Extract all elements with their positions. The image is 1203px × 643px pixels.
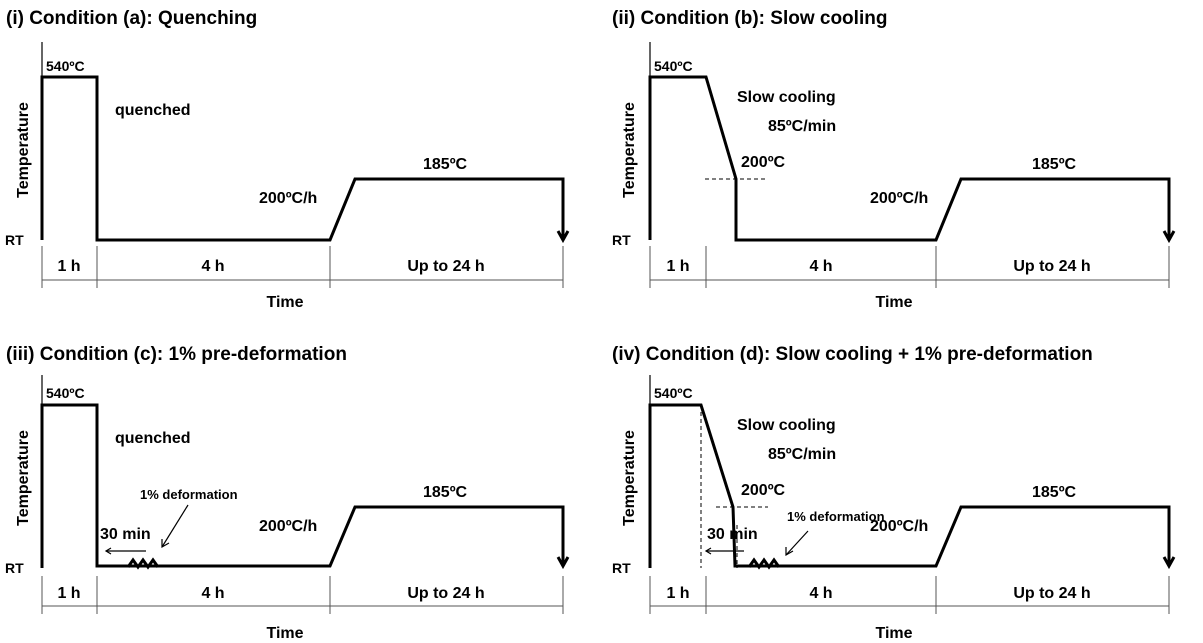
rt-label: RT [612, 560, 631, 576]
time-segment-scale: 1 h 4 h Up to 24 h [649, 246, 1170, 288]
end-arrow-icon [556, 556, 570, 570]
deformation-label: 1% deformation [787, 509, 885, 524]
segment-3-label: Up to 24 h [1013, 585, 1090, 602]
segment-2-label: 4 h [809, 258, 832, 275]
segment-1-label: 1 h [666, 258, 689, 275]
temperature-profile [648, 403, 1171, 568]
segment-2-label: 4 h [201, 585, 224, 602]
aging-temp-label: 185ºC [1032, 484, 1077, 501]
intermediate-temp-label: 200ºC [741, 154, 786, 171]
panel-title: (iv) Condition (d): Slow cooling + 1% pr… [612, 344, 1093, 365]
cooling-rate-label: 85ºC/min [768, 446, 836, 463]
end-arrow-icon [556, 230, 570, 244]
peak-temp-label: 540ºC [46, 58, 85, 74]
temperature-profile [648, 75, 1171, 242]
panel-title: (ii) Condition (b): Slow cooling [612, 8, 887, 29]
aging-temp-label: 185ºC [423, 156, 468, 173]
panel-c-pre-deformation: (iii) Condition (c): 1% pre-deformation … [5, 344, 570, 642]
segment-1-label: 1 h [57, 258, 80, 275]
cooling-label: quenched [115, 430, 191, 447]
y-axis-label: Temperature [15, 430, 32, 526]
y-axis-label: Temperature [621, 430, 638, 526]
cooling-label: Slow cooling [737, 89, 836, 106]
segment-2-label: 4 h [809, 585, 832, 602]
deformation-pointer [161, 504, 189, 548]
deformation-pointer-arrow-icon [161, 539, 170, 549]
segment-2-label: 4 h [201, 258, 224, 275]
temperature-profile [40, 75, 565, 242]
peak-temp-label: 540ºC [46, 385, 85, 401]
ramp-rate-label: 200ºC/h [259, 190, 317, 207]
rt-label: RT [612, 232, 631, 248]
deformation-zigzag-icon [747, 557, 781, 570]
y-axis-label: Temperature [15, 102, 32, 198]
rt-label: RT [5, 232, 24, 248]
peak-temp-label: 540ºC [654, 385, 693, 401]
intermediate-temp-label: 200ºC [741, 482, 786, 499]
panel-d-slow-cooling-pre-deformation: (iv) Condition (d): Slow cooling + 1% pr… [612, 344, 1176, 642]
x-axis-label: Time [266, 625, 303, 642]
hold-time-label: 30 min [100, 526, 151, 543]
time-segment-scale: 1 h 4 h Up to 24 h [649, 576, 1170, 614]
aging-temp-label: 185ºC [1032, 156, 1077, 173]
y-axis-label: Temperature [621, 102, 638, 198]
peak-temp-label: 540ºC [654, 58, 693, 74]
end-arrow-icon [1162, 556, 1176, 570]
hold-arrow-icon [704, 547, 712, 555]
deformation-pointer-arrow-icon [785, 547, 794, 557]
deformation-pointer [785, 530, 809, 556]
deformation-zigzag-icon [126, 557, 160, 570]
panel-a-quenching: (i) Condition (a): Quenching Temperature… [5, 8, 570, 311]
hold-arrow-icon [104, 547, 112, 555]
segment-1-label: 1 h [666, 585, 689, 602]
cooling-label: Slow cooling [737, 417, 836, 434]
segment-3-label: Up to 24 h [407, 585, 484, 602]
cooling-label: quenched [115, 102, 191, 119]
time-segment-scale: 1 h 4 h Up to 24 h [41, 246, 564, 288]
ramp-rate-label: 200ºC/h [870, 190, 928, 207]
x-axis-label: Time [875, 294, 912, 311]
segment-3-label: Up to 24 h [407, 258, 484, 275]
x-axis-label: Time [875, 625, 912, 642]
hold-time-label: 30 min [707, 526, 758, 543]
panel-title: (iii) Condition (c): 1% pre-deformation [6, 344, 347, 365]
ramp-rate-label: 200ºC/h [259, 518, 317, 535]
deformation-label: 1% deformation [140, 487, 238, 502]
panel-title: (i) Condition (a): Quenching [6, 8, 257, 29]
temperature-profile [40, 403, 565, 568]
cooling-rate-label: 85ºC/min [768, 118, 836, 135]
segment-1-label: 1 h [57, 585, 80, 602]
panel-b-slow-cooling: (ii) Condition (b): Slow cooling Tempera… [612, 8, 1176, 311]
ramp-rate-label: 200ºC/h [870, 518, 928, 535]
x-axis-label: Time [266, 294, 303, 311]
rt-label: RT [5, 560, 24, 576]
time-segment-scale: 1 h 4 h Up to 24 h [41, 576, 564, 614]
end-arrow-icon [1162, 230, 1176, 244]
segment-3-label: Up to 24 h [1013, 258, 1090, 275]
aging-temp-label: 185ºC [423, 484, 468, 501]
